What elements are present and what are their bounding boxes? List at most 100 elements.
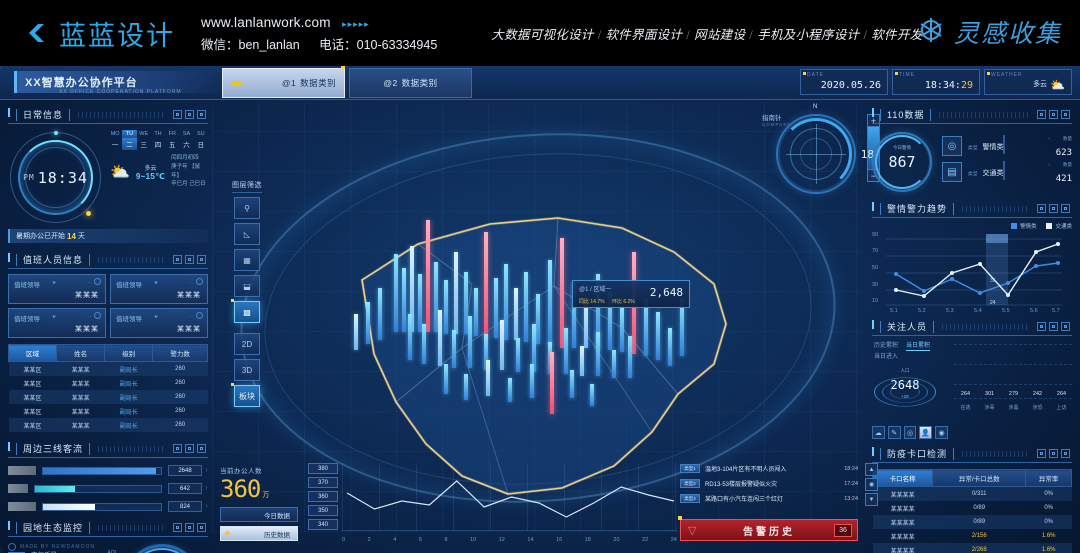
scroll-down-icon[interactable]: ▼: [865, 493, 878, 506]
table-row[interactable]: 某某某某 0/311 0%: [872, 486, 1072, 501]
cal-cn-1[interactable]: 二: [122, 138, 137, 150]
eye-icon[interactable]: ◉: [935, 426, 948, 439]
layer-label-3d: 3D: [241, 365, 253, 375]
scroll-up-icon[interactable]: ▲: [865, 463, 878, 476]
building-icon[interactable]: ▦: [234, 249, 260, 271]
alert-item[interactable]: 类型4 某路口有小汽车连闯三个红灯 13:24: [680, 491, 858, 506]
analog-clock: PM 18:34: [8, 130, 103, 225]
minimize-icon: [173, 255, 182, 264]
service-0: 大数据可视化设计: [491, 27, 594, 42]
map-view[interactable]: @1 / 区域一 2,648 同比 14.7% 环比 6.2%: [212, 102, 862, 532]
table-row[interactable]: 某某某某 2/156 1.6%: [873, 529, 1072, 543]
maximize-icon: [185, 255, 194, 264]
close-icon[interactable]: [196, 278, 203, 285]
2d-icon[interactable]: 2D: [234, 333, 260, 355]
service-3: 手机及小程序设计: [757, 27, 860, 42]
header-dots: [962, 205, 1029, 212]
office-history-button[interactable]: 历史数据: [220, 526, 298, 541]
tab-1-label: 数据类别: [300, 78, 337, 88]
close-icon[interactable]: [94, 278, 101, 285]
cal-cn-3[interactable]: 四: [154, 142, 162, 149]
duty-table: 区域 姓名 级别 警力数 某某区 某某某 副局长 260 某某区 某某某: [7, 344, 208, 432]
cloud-sun-icon: ⛅: [1050, 78, 1065, 92]
table-row[interactable]: 某某某某 0/89 0%: [873, 501, 1072, 515]
tab-data-category-2[interactable]: @2 数据类别: [349, 68, 472, 98]
close-icon[interactable]: [196, 312, 203, 319]
office-caption: 当前办公人数: [220, 468, 262, 475]
cal-cn-5[interactable]: 六: [183, 142, 190, 149]
alert-item[interactable]: 类型1 温地3-104片区有不明人员闯入 18:24: [680, 461, 858, 476]
edit-icon[interactable]: ✎: [887, 426, 901, 439]
cell-level: 副局长: [104, 361, 153, 376]
duty-role: 值班领导: [116, 316, 142, 323]
cloud-icon[interactable]: ☁: [872, 426, 885, 439]
duty-col-0[interactable]: 区域: [7, 344, 58, 362]
grid-icon[interactable]: ⬓: [234, 275, 260, 297]
heat-icon[interactable]: ▩: [231, 299, 260, 323]
cal-cn-4[interactable]: 五: [169, 142, 176, 149]
cp-col-1[interactable]: 异常/卡口总数: [932, 469, 1027, 487]
x-tick-5: 5.6: [1030, 308, 1038, 314]
duty-card[interactable]: 值班领导 ▸ ··· 某某某: [8, 308, 106, 338]
panel-controls[interactable]: [1037, 204, 1070, 213]
duty-name: 某某某: [75, 326, 99, 333]
x-0: 0: [342, 537, 346, 543]
duty-card[interactable]: 值班领导 ▸ ··· 某某某: [8, 274, 106, 304]
cal-cn-2[interactable]: 三: [140, 142, 147, 149]
time-seconds: 29: [960, 80, 973, 91]
tab-data-category-1[interactable]: @1 数据类别: [222, 66, 345, 98]
duty-col-2[interactable]: 级别: [104, 344, 154, 362]
office-today-button[interactable]: 今日数据: [220, 507, 298, 522]
panel-controls[interactable]: [1037, 110, 1070, 119]
cell-region: 某某区: [8, 361, 57, 376]
cell-count: 260: [152, 361, 208, 376]
alert-tag: 类型4: [680, 494, 700, 503]
table-row[interactable]: 某某某某 2/268 1.6%: [872, 543, 1072, 553]
map-compass[interactable]: 指南针 COMPASS N: [762, 104, 864, 202]
focus-tab-0[interactable]: 历史累积: [874, 343, 899, 349]
alarm-history-button[interactable]: ▽ 告警历史 36: [678, 516, 858, 541]
duty-col-3[interactable]: 警力数: [152, 344, 208, 362]
panel-controls[interactable]: [173, 444, 206, 453]
duty-card[interactable]: 值班领导 ▸ ··· 某某某: [110, 274, 208, 304]
cell-region: 某某区: [23, 381, 42, 388]
table-row[interactable]: 某某区 某某某 副局长 260: [8, 361, 208, 376]
focus-tab-1[interactable]: 当日累积: [906, 340, 931, 351]
table-row[interactable]: 某某区 某某某 副局长 260: [9, 376, 208, 390]
panel-controls[interactable]: [173, 255, 206, 264]
eco-title: 园地生态监控: [16, 521, 91, 534]
panel-controls[interactable]: [1037, 322, 1070, 331]
legend-item-1: 交通类: [1046, 222, 1072, 230]
panel-controls[interactable]: [1037, 449, 1070, 458]
weather-caption: WEATHER: [991, 72, 1023, 78]
copyright-icon: [8, 543, 16, 551]
cal-cn-6[interactable]: 日: [197, 142, 205, 149]
table-row[interactable]: 某某区 某某某 副局长 260: [8, 418, 208, 432]
alert-item[interactable]: 类型2 RD13-53楼层报警疑似火灾 17:24: [680, 476, 858, 491]
panel-controls[interactable]: [173, 110, 206, 119]
block-icon[interactable]: 板块: [231, 383, 260, 407]
panel-controls[interactable]: [173, 523, 206, 532]
duty-col-1[interactable]: 姓名: [56, 344, 106, 362]
promo-wechat: 微信：ben_lanlan: [201, 37, 300, 52]
alert-time: 18:24: [844, 465, 858, 472]
pin-icon[interactable]: ⚲: [234, 197, 260, 219]
duty-card[interactable]: 值班领导 ▸ ··· 某某某: [110, 308, 208, 338]
chevron-right-icon: ›: [1048, 136, 1050, 142]
cp-col-0[interactable]: 卡口名称: [871, 469, 934, 487]
cal-cn-0[interactable]: 一: [111, 142, 119, 149]
warning-icon: ▽: [688, 524, 697, 537]
3d-icon[interactable]: 3D: [234, 359, 260, 381]
close-icon[interactable]: [94, 312, 101, 319]
focus-tab-2[interactable]: 当日进入: [874, 354, 899, 360]
person-icon[interactable]: 👤: [919, 426, 933, 439]
header-dots: [78, 111, 165, 118]
cp-col-2[interactable]: 异常率: [1025, 469, 1072, 487]
table-row[interactable]: 某某某某 0/89 0%: [872, 515, 1072, 529]
table-row[interactable]: 某某区 某某某 副局长 260: [8, 390, 208, 404]
target-icon[interactable]: ◎: [903, 426, 917, 439]
scroll-dot-icon[interactable]: ◉: [865, 478, 878, 491]
table-row[interactable]: 某某区 某某某 副局长 260: [9, 404, 208, 418]
focus-tabs: 历史累积 当日累积: [874, 340, 948, 351]
signal-icon[interactable]: ◺: [234, 223, 260, 245]
